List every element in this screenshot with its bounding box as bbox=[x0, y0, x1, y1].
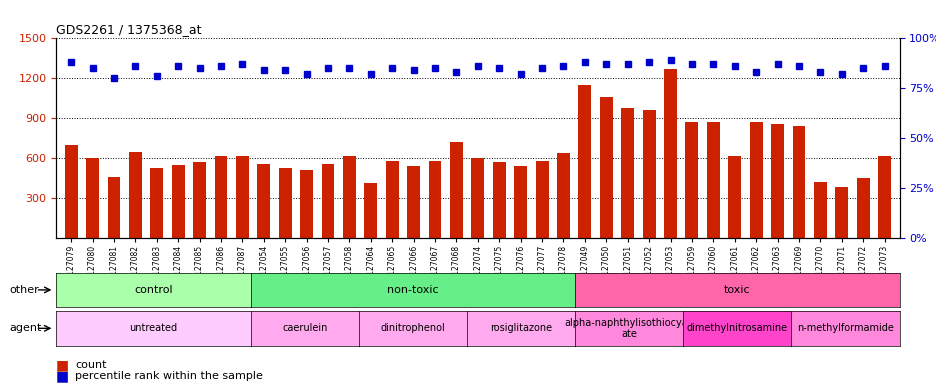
Bar bbox=[129, 152, 141, 238]
Bar bbox=[727, 156, 740, 238]
Text: control: control bbox=[134, 285, 172, 295]
Bar bbox=[428, 161, 441, 238]
Bar bbox=[236, 156, 249, 238]
Bar bbox=[877, 156, 890, 238]
Text: non-toxic: non-toxic bbox=[387, 285, 438, 295]
Text: untreated: untreated bbox=[129, 323, 178, 333]
Text: dimethylnitrosamine: dimethylnitrosamine bbox=[686, 323, 787, 333]
Bar bbox=[364, 183, 377, 238]
Text: rosiglitazone: rosiglitazone bbox=[490, 323, 551, 333]
Text: n-methylformamide: n-methylformamide bbox=[797, 323, 893, 333]
Text: agent: agent bbox=[9, 323, 42, 333]
Bar bbox=[279, 167, 291, 238]
Bar bbox=[599, 97, 612, 238]
Text: caerulein: caerulein bbox=[282, 323, 328, 333]
Bar bbox=[664, 69, 676, 238]
Text: dinitrophenol: dinitrophenol bbox=[380, 323, 445, 333]
Bar bbox=[214, 156, 227, 238]
Text: alpha-naphthylisothiocyan
ate: alpha-naphthylisothiocyan ate bbox=[563, 318, 694, 339]
Bar bbox=[193, 162, 206, 238]
Bar bbox=[770, 124, 783, 238]
Bar bbox=[535, 161, 548, 238]
Bar bbox=[685, 122, 697, 238]
Bar bbox=[471, 158, 484, 238]
Text: other: other bbox=[9, 285, 39, 295]
Bar bbox=[171, 165, 184, 238]
Bar bbox=[706, 122, 719, 238]
Bar bbox=[65, 145, 78, 238]
Text: ■: ■ bbox=[56, 358, 69, 372]
Bar bbox=[492, 162, 505, 238]
Bar bbox=[449, 142, 462, 238]
Bar bbox=[813, 182, 826, 238]
Bar bbox=[86, 158, 99, 238]
Bar bbox=[386, 161, 398, 238]
Bar bbox=[151, 167, 163, 238]
Bar bbox=[621, 108, 634, 238]
Text: GDS2261 / 1375368_at: GDS2261 / 1375368_at bbox=[56, 23, 201, 36]
Bar bbox=[514, 166, 527, 238]
Bar bbox=[343, 156, 356, 238]
Text: percentile rank within the sample: percentile rank within the sample bbox=[75, 371, 263, 381]
Text: ■: ■ bbox=[56, 369, 69, 383]
Text: toxic: toxic bbox=[724, 285, 750, 295]
Bar bbox=[108, 177, 121, 238]
Bar bbox=[834, 187, 847, 238]
Bar bbox=[321, 164, 334, 238]
Bar bbox=[642, 110, 655, 238]
Bar bbox=[257, 164, 270, 238]
Bar bbox=[578, 85, 591, 238]
Text: count: count bbox=[75, 360, 107, 370]
Bar bbox=[856, 178, 869, 238]
Bar bbox=[300, 170, 313, 238]
Bar bbox=[749, 122, 762, 238]
Bar bbox=[792, 126, 804, 238]
Bar bbox=[557, 153, 569, 238]
Bar bbox=[407, 166, 419, 238]
